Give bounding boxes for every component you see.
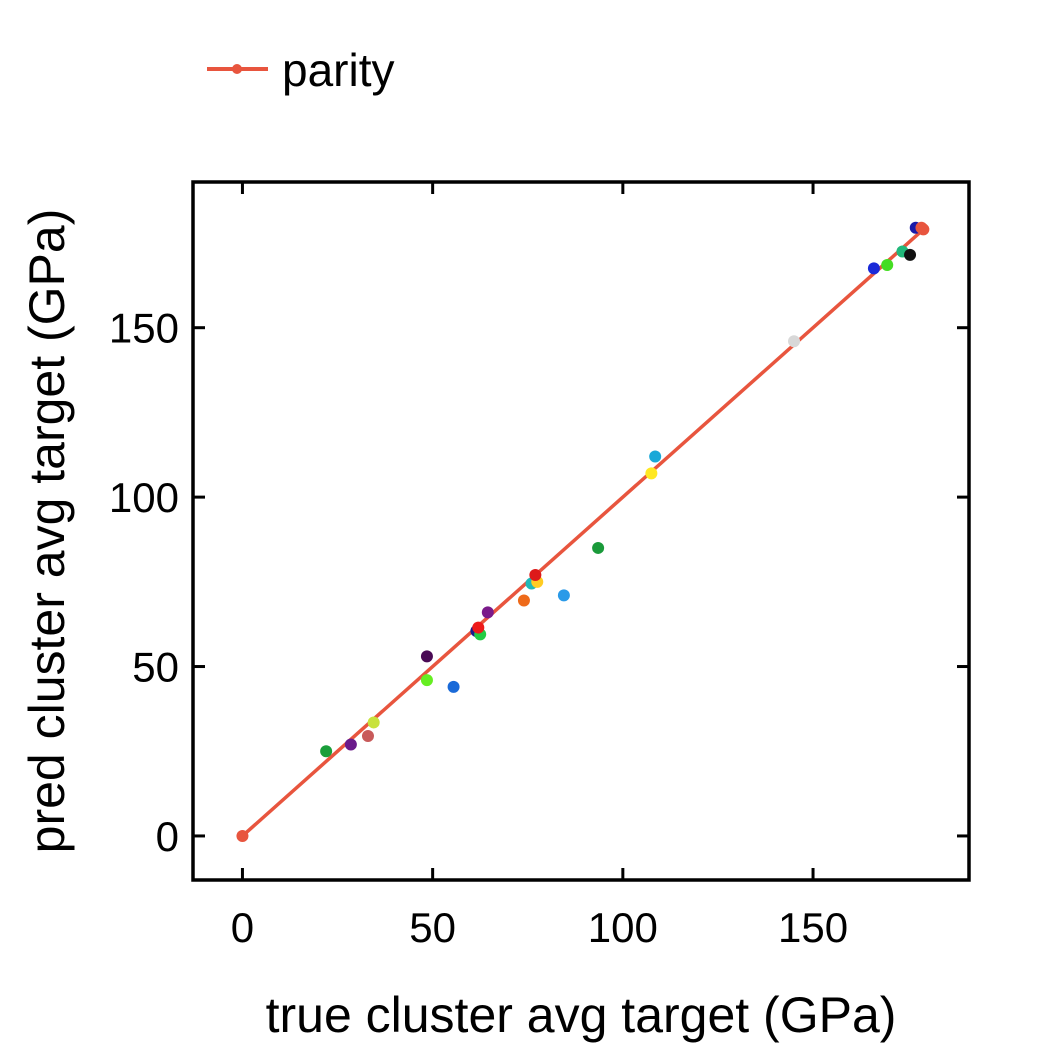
scatter-point [420,650,433,663]
parity-series [236,228,925,842]
scatter-point [367,716,380,729]
scatter-point [420,674,433,687]
parity-endpoint [236,829,249,842]
y-tick-label: 50 [132,644,179,691]
scatter-point [904,248,917,261]
x-tick-label: 150 [778,904,848,951]
y-tick-label: 0 [156,813,179,860]
x-axis-label: true cluster avg target (GPa) [266,987,897,1043]
x-tick-label: 100 [588,904,658,951]
scatter-point [481,606,494,619]
x-axis: 0 50 100 150 [231,182,848,951]
y-tick-label: 100 [109,474,179,521]
y-tick-label: 150 [109,305,179,352]
scatter-point [447,680,460,693]
scatter-point [881,259,894,272]
scatter-point [557,589,570,602]
scatter-point [592,541,605,554]
legend-marker [232,64,242,74]
x-tick-label: 50 [409,904,456,951]
y-axis-label: pred cluster avg target (GPa) [19,209,75,854]
parity-line [241,228,925,838]
y-axis: 0 50 100 150 [109,305,969,860]
scatter-point [649,450,662,463]
scatter-point [645,467,658,480]
scatter-point [788,335,801,348]
scatter-point [344,738,357,751]
legend: parity [207,44,394,96]
parity-endpoint [917,223,930,236]
scatter-point [320,745,333,758]
x-tick-label: 0 [231,904,254,951]
scatter-point [867,262,880,275]
scatter-point [529,569,542,582]
scatter-points [320,221,930,758]
plot-area-frame [191,180,971,882]
scatter-point [517,594,530,607]
scatter-point [361,729,374,742]
legend-label-parity: parity [282,44,394,96]
scatter-point [472,621,485,634]
